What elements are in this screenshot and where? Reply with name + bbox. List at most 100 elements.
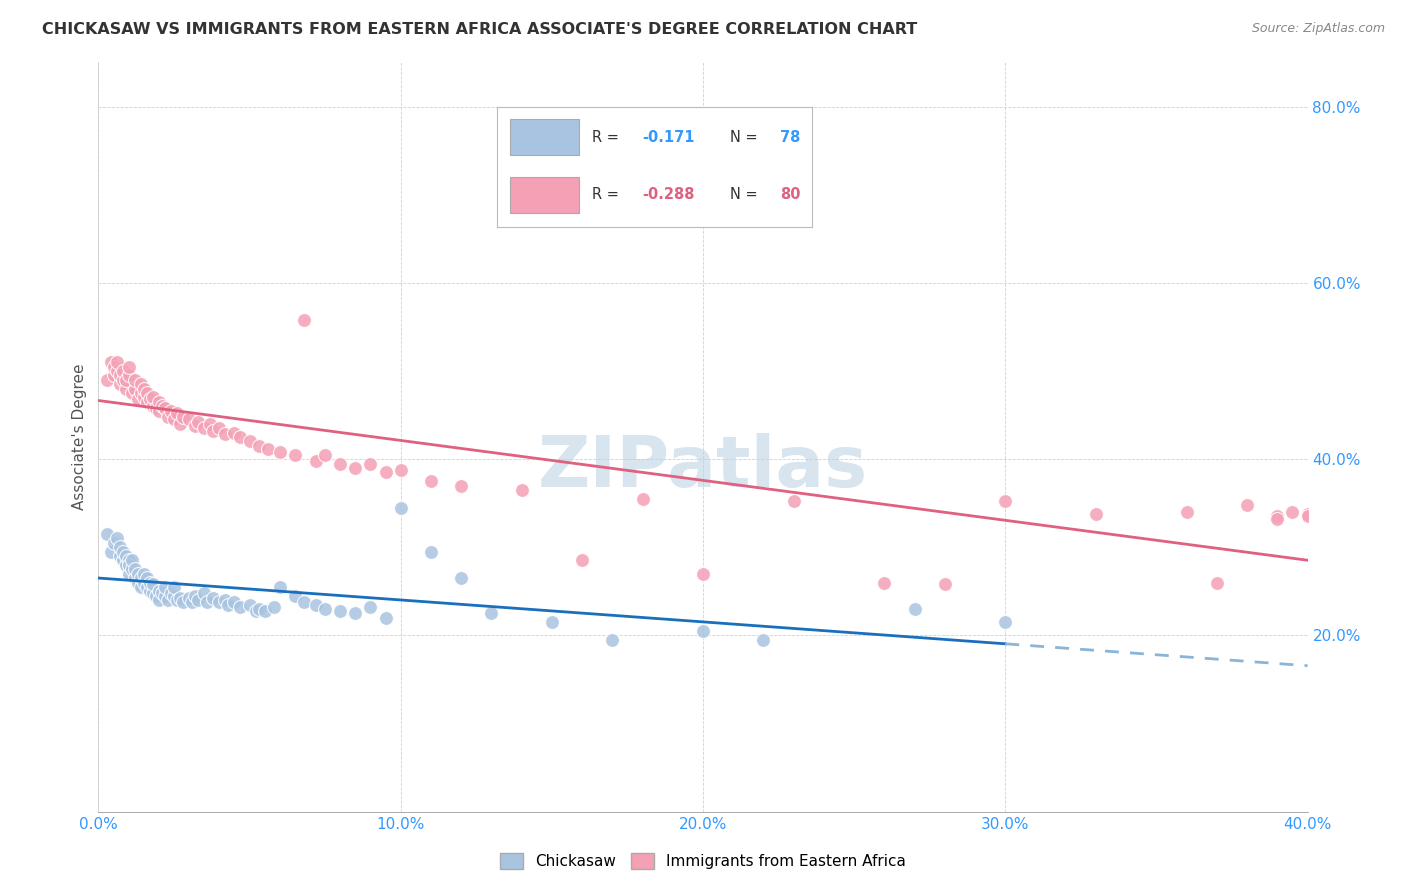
Point xyxy=(135,394,157,409)
Point xyxy=(934,577,956,591)
Point xyxy=(169,417,191,431)
Legend: Chickasaw, Immigrants from Eastern Africa: Chickasaw, Immigrants from Eastern Afric… xyxy=(494,847,912,875)
Point xyxy=(184,589,207,603)
Point xyxy=(224,595,246,609)
Point xyxy=(142,586,165,600)
Point xyxy=(245,604,267,618)
Point xyxy=(256,442,278,456)
Point xyxy=(169,591,191,605)
Point xyxy=(96,527,118,541)
Point xyxy=(145,589,167,603)
Point xyxy=(783,494,806,508)
Text: CHICKASAW VS IMMIGRANTS FROM EASTERN AFRICA ASSOCIATE'S DEGREE CORRELATION CHART: CHICKASAW VS IMMIGRANTS FROM EASTERN AFR… xyxy=(42,22,918,37)
Point xyxy=(105,364,128,378)
Point xyxy=(229,600,252,615)
Point xyxy=(172,595,194,609)
Point xyxy=(247,602,270,616)
Point xyxy=(224,425,246,440)
Point xyxy=(166,406,188,420)
Point xyxy=(148,584,170,599)
Point xyxy=(602,632,624,647)
Point xyxy=(127,392,149,407)
Point xyxy=(124,382,146,396)
Point xyxy=(374,611,396,625)
Point xyxy=(184,418,207,433)
Point xyxy=(344,461,367,475)
Point xyxy=(100,355,122,369)
Point xyxy=(510,483,533,497)
Point xyxy=(195,595,218,609)
Point xyxy=(1175,505,1198,519)
Point xyxy=(103,536,125,550)
Point xyxy=(111,373,134,387)
Point xyxy=(132,575,155,590)
Point xyxy=(389,500,412,515)
Point xyxy=(156,409,179,424)
Point xyxy=(292,595,315,609)
Point xyxy=(121,553,143,567)
Point xyxy=(127,575,149,590)
Point xyxy=(142,391,165,405)
Point xyxy=(217,598,239,612)
Point xyxy=(229,430,252,444)
Point xyxy=(263,600,285,615)
Point xyxy=(96,373,118,387)
Y-axis label: Associate's Degree: Associate's Degree xyxy=(72,364,87,510)
Point xyxy=(153,589,176,603)
Point xyxy=(873,575,896,590)
Point xyxy=(193,421,215,435)
Point xyxy=(450,571,472,585)
Point xyxy=(239,598,262,612)
Point xyxy=(305,598,328,612)
Point xyxy=(118,558,141,572)
Point xyxy=(124,571,146,585)
Point xyxy=(132,566,155,581)
Point xyxy=(129,377,152,392)
Point xyxy=(420,544,443,558)
Point xyxy=(150,586,173,600)
Point xyxy=(540,615,562,630)
Point xyxy=(239,434,262,449)
Point xyxy=(344,607,367,621)
Point xyxy=(132,382,155,396)
Point xyxy=(214,593,236,607)
Point xyxy=(200,417,222,431)
Point xyxy=(269,445,291,459)
Point xyxy=(129,580,152,594)
Point xyxy=(994,494,1017,508)
Point xyxy=(118,553,141,567)
Point xyxy=(108,368,131,383)
Point xyxy=(179,591,201,606)
Point xyxy=(114,373,136,387)
Text: Source: ZipAtlas.com: Source: ZipAtlas.com xyxy=(1251,22,1385,36)
Point xyxy=(692,624,714,638)
Point xyxy=(571,553,593,567)
Point xyxy=(1267,512,1289,526)
Point xyxy=(108,377,131,392)
Point xyxy=(118,368,141,383)
Point xyxy=(111,544,134,558)
Point xyxy=(1296,509,1319,524)
Point xyxy=(284,448,307,462)
Point xyxy=(105,355,128,369)
Point xyxy=(124,373,146,387)
Point xyxy=(631,491,654,506)
Point xyxy=(135,571,157,585)
Point xyxy=(1267,509,1289,524)
Point xyxy=(108,549,131,563)
Point xyxy=(148,394,170,409)
Point xyxy=(752,632,775,647)
Point xyxy=(1296,507,1319,521)
Point xyxy=(253,604,276,618)
Point xyxy=(214,427,236,442)
Point xyxy=(148,593,170,607)
Point xyxy=(305,454,328,468)
Point xyxy=(160,403,183,417)
Point xyxy=(292,313,315,327)
Point xyxy=(156,593,179,607)
Point xyxy=(329,457,352,471)
Point xyxy=(202,424,225,438)
Point xyxy=(1085,507,1108,521)
Point xyxy=(329,604,352,618)
Point xyxy=(111,364,134,378)
